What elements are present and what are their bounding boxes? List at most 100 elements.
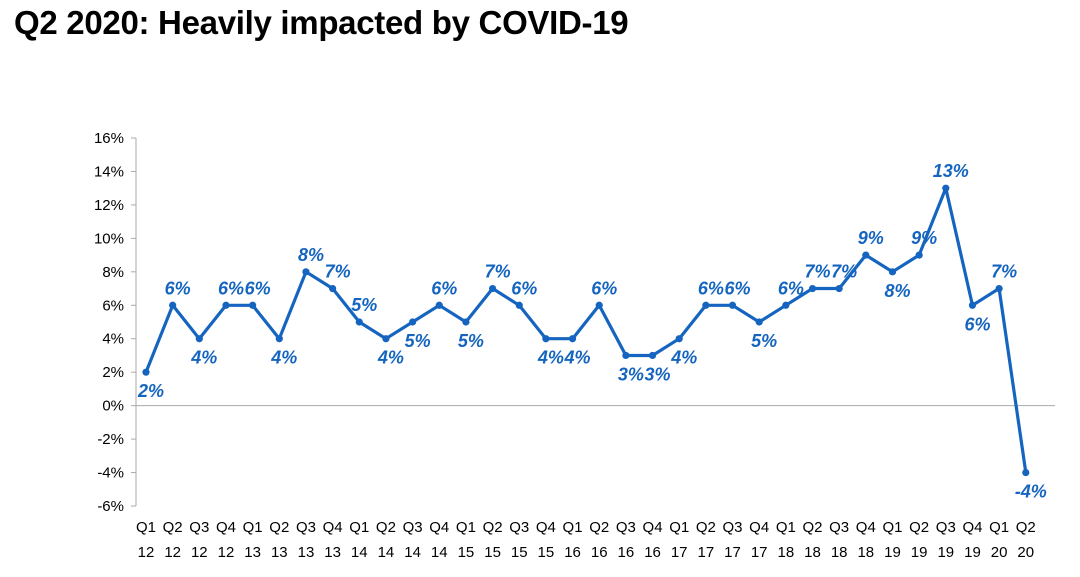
x-tick-label-quarter: Q4 — [749, 519, 769, 536]
x-tick-label-quarter: Q2 — [909, 519, 929, 536]
x-tick-label-quarter: Q1 — [989, 519, 1009, 536]
x-tick-label-quarter: Q3 — [296, 519, 316, 536]
data-point — [915, 251, 923, 259]
data-point — [515, 301, 523, 309]
data-point — [195, 335, 203, 343]
data-point — [169, 301, 177, 309]
data-point — [675, 335, 683, 343]
x-tick-label-year: 16 — [618, 544, 635, 561]
data-label: 4% — [270, 348, 297, 368]
x-tick-label-quarter: Q2 — [376, 519, 396, 536]
y-tick-label: 14% — [94, 163, 124, 180]
data-labels: 2%6%4%6% 6%4%8%7%5%4%5%6%5%7%6%4% 4%6%3% 3%… — [137, 161, 1047, 501]
x-tick-label-year: 14 — [378, 544, 395, 561]
data-label: 6% — [165, 278, 191, 298]
page-title: Q2 2020: Heavily impacted by COVID-19 — [14, 4, 629, 41]
data-point — [462, 318, 470, 326]
x-tick-label-quarter: Q2 — [696, 519, 716, 536]
data-label: 6% — [591, 278, 617, 298]
data-label: 7% — [485, 262, 511, 282]
x-tick-label-quarter: Q1 — [456, 519, 476, 536]
data-point — [728, 301, 737, 309]
data-label: 6% — [431, 278, 457, 298]
x-tick-label-year: 17 — [698, 544, 715, 561]
series-line — [144, 186, 1028, 473]
x-tick-label-year: 19 — [884, 544, 901, 561]
x-tick-label-year: 18 — [777, 544, 794, 561]
data-label: 9% — [858, 228, 884, 248]
data-point — [355, 318, 363, 326]
data-point — [968, 301, 977, 309]
x-tick-label-year: 13 — [271, 544, 288, 561]
data-label: 6% — [964, 314, 990, 334]
x-tick-label-quarter: Q1 — [882, 519, 902, 536]
data-label: 4% — [670, 348, 697, 368]
x-tick-label-year: 16 — [644, 544, 661, 561]
x-tick-label-year: 14 — [404, 544, 421, 561]
data-point — [302, 268, 310, 276]
data-label: 5% — [405, 331, 431, 351]
data-point — [542, 335, 550, 343]
data-label: 4% — [537, 348, 564, 368]
data-point — [782, 301, 790, 309]
data-point — [835, 284, 843, 293]
data-label: 5% — [351, 295, 377, 315]
x-tick-label-quarter: Q2 — [589, 519, 609, 536]
x-tick-label-quarter: Q2 — [1016, 519, 1036, 536]
data-label: 6% — [511, 278, 537, 298]
x-tick-label-quarter: Q2 — [802, 519, 822, 536]
data-point — [329, 284, 337, 293]
x-tick-label-year: 17 — [751, 544, 768, 561]
data-label: 7% — [804, 262, 830, 282]
x-tick-label-quarter: Q1 — [669, 519, 689, 536]
data-label: 3% — [618, 364, 644, 384]
data-point — [648, 351, 657, 360]
x-tick-label-quarter: Q1 — [776, 519, 796, 536]
x-tick-label-year: 19 — [964, 544, 981, 561]
data-points — [142, 184, 1030, 477]
y-tick-label: -4% — [97, 465, 124, 482]
x-tick-label-year: 14 — [431, 544, 448, 561]
x-tick-label-year: 16 — [591, 544, 608, 561]
y-tick-label: 8% — [102, 264, 124, 281]
x-tick-label-quarter: Q1 — [349, 519, 369, 536]
x-tick-label-year: 20 — [1017, 544, 1034, 561]
x-tick-label-quarter: Q3 — [509, 519, 529, 536]
data-label: 2% — [137, 381, 164, 401]
data-label: 6% — [218, 278, 244, 298]
x-tick-label-quarter: Q2 — [163, 519, 183, 536]
data-label: 6% — [698, 278, 724, 298]
x-tick-label-year: 15 — [484, 544, 501, 561]
x-tick-label-quarter: Q1 — [136, 519, 156, 536]
data-label: 6% — [245, 278, 271, 298]
x-tick-label-quarter: Q4 — [643, 519, 663, 536]
x-tick-label-year: 15 — [511, 544, 528, 561]
x-tick-label-quarter: Q3 — [936, 519, 956, 536]
x-tick-label-year: 17 — [671, 544, 688, 561]
data-label: 6% — [725, 278, 751, 298]
data-label: 5% — [458, 331, 484, 351]
x-tick-label-quarter: Q4 — [429, 519, 449, 536]
data-point — [995, 284, 1003, 293]
x-tick-label-quarter: Q3 — [829, 519, 849, 536]
x-tick-label-year: 13 — [324, 544, 341, 561]
x-tick-label-quarter: Q4 — [856, 519, 876, 536]
x-tick-label-year: 14 — [351, 544, 368, 561]
y-tick-label: 6% — [102, 297, 124, 314]
x-tick-label-quarter: Q4 — [536, 519, 556, 536]
data-point — [942, 184, 950, 192]
x-tick-label-quarter: Q2 — [483, 519, 503, 536]
data-label: 7% — [831, 262, 857, 282]
data-point — [755, 318, 763, 326]
data-point — [222, 301, 230, 309]
data-label: 8% — [298, 245, 324, 265]
x-tick-label-year: 16 — [564, 544, 581, 561]
data-label: 9% — [911, 228, 937, 248]
data-label: 8% — [884, 281, 910, 301]
y-tick-label: -6% — [97, 498, 124, 515]
y-tick-label: 12% — [94, 197, 124, 214]
data-point — [622, 351, 630, 360]
x-tick-label-year: 12 — [164, 544, 181, 561]
x-axis: Q1 12 Q2 12 Q3 12 Q4 12 Q1 13 Q2 13 Q3 13 Q4 13 Q1 14 Q2 14… — [136, 405, 1055, 561]
